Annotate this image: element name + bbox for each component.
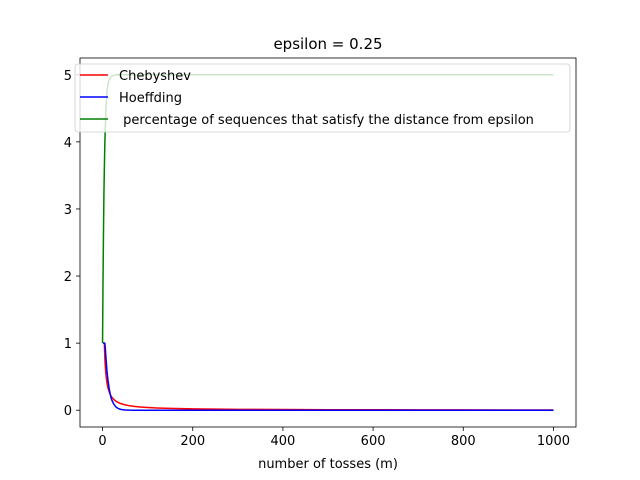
x-axis-ticks: 0 200 400 600 800 1000: [98, 427, 570, 449]
legend-box: [74, 63, 571, 133]
x-tick-label: 200: [180, 434, 205, 449]
legend: Chebyshev Hoeffding percentage of sequenc…: [74, 63, 571, 133]
x-tick-label: 800: [451, 434, 476, 449]
y-tick-label: 3: [64, 203, 72, 218]
x-tick-label: 1000: [537, 434, 570, 449]
legend-label-2: percentage of sequences that satisfy the…: [119, 113, 534, 128]
legend-label-0: Chebyshev: [119, 69, 191, 84]
y-tick-label: 5: [64, 69, 72, 84]
y-tick-label: 4: [64, 136, 72, 151]
chart-title: epsilon = 0.25: [273, 35, 382, 53]
y-tick-label: 0: [64, 404, 72, 419]
x-tick-label: 0: [98, 434, 106, 449]
x-axis-label: number of tosses (m): [258, 457, 398, 472]
plot-frame: [79, 57, 577, 428]
x-tick-label: 600: [361, 434, 386, 449]
x-tick-label: 400: [270, 434, 295, 449]
y-tick-label: 2: [64, 270, 72, 285]
series-line-1: [103, 342, 554, 411]
y-tick-label: 1: [64, 337, 72, 352]
legend-label-1: Hoeffding: [119, 91, 182, 106]
